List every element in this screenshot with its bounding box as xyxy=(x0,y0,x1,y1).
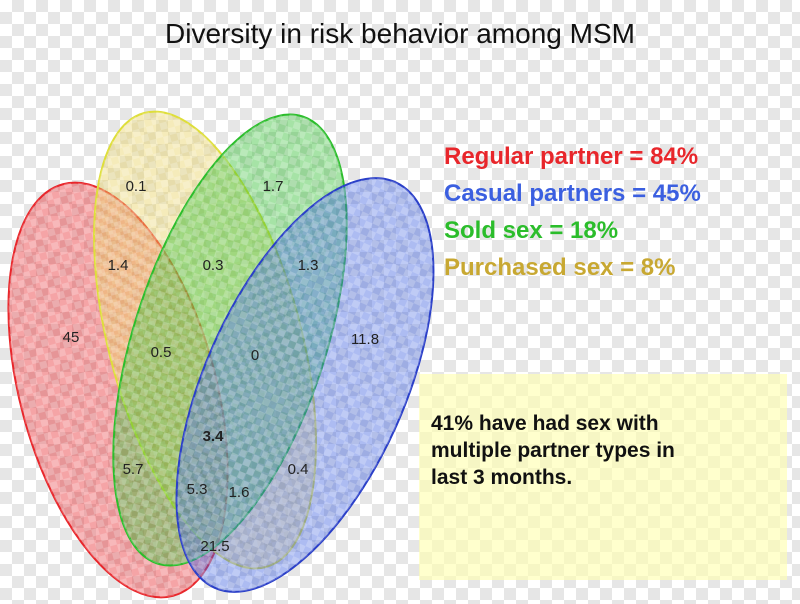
value-regular-sold: 5.7 xyxy=(123,461,144,478)
value-regular-purchased: 1.4 xyxy=(108,257,129,274)
value-regular-only: 45 xyxy=(63,329,80,346)
note-line-1: 41% have had sex with xyxy=(431,412,659,435)
legend-purchased-sex: Purchased sex = 8% xyxy=(444,254,676,281)
note-line-2: multiple partner types in xyxy=(431,439,675,462)
legend: Regular partner = 84% Casual partners = … xyxy=(444,138,701,286)
value-regular-purchased-casual: 1.6 xyxy=(229,484,250,501)
legend-casual-partners: Casual partners = 45% xyxy=(444,180,701,207)
value-all-four: 3.4 xyxy=(203,428,225,445)
value-sold-only: 1.7 xyxy=(263,178,284,195)
legend-regular-partner: Regular partner = 84% xyxy=(444,143,699,170)
value-purchased-casual: 0.4 xyxy=(288,461,309,478)
value-casual-only: 11.8 xyxy=(351,331,379,348)
note-line-3: last 3 months. xyxy=(431,466,573,489)
page-title: Diversity in risk behavior among MSM xyxy=(165,18,635,49)
value-regular-purchased-sold: 0.5 xyxy=(151,344,172,361)
ellipse-casual-partners xyxy=(175,177,435,593)
summary-note-box: 41% have had sex with multiple partner t… xyxy=(419,374,787,580)
value-regular-sold-casual: 5.3 xyxy=(187,481,208,498)
value-purchased-sold-casual: 0 xyxy=(251,347,259,364)
value-purchased-only: 0.1 xyxy=(126,178,147,195)
value-purchased-sold: 0.3 xyxy=(203,257,224,274)
value-regular-casual: 21.5 xyxy=(200,538,229,555)
legend-sold-sex: Sold sex = 18% xyxy=(444,217,619,244)
value-sold-casual: 1.3 xyxy=(298,257,319,274)
summary-note-text: 41% have had sex with multiple partner t… xyxy=(431,410,675,491)
